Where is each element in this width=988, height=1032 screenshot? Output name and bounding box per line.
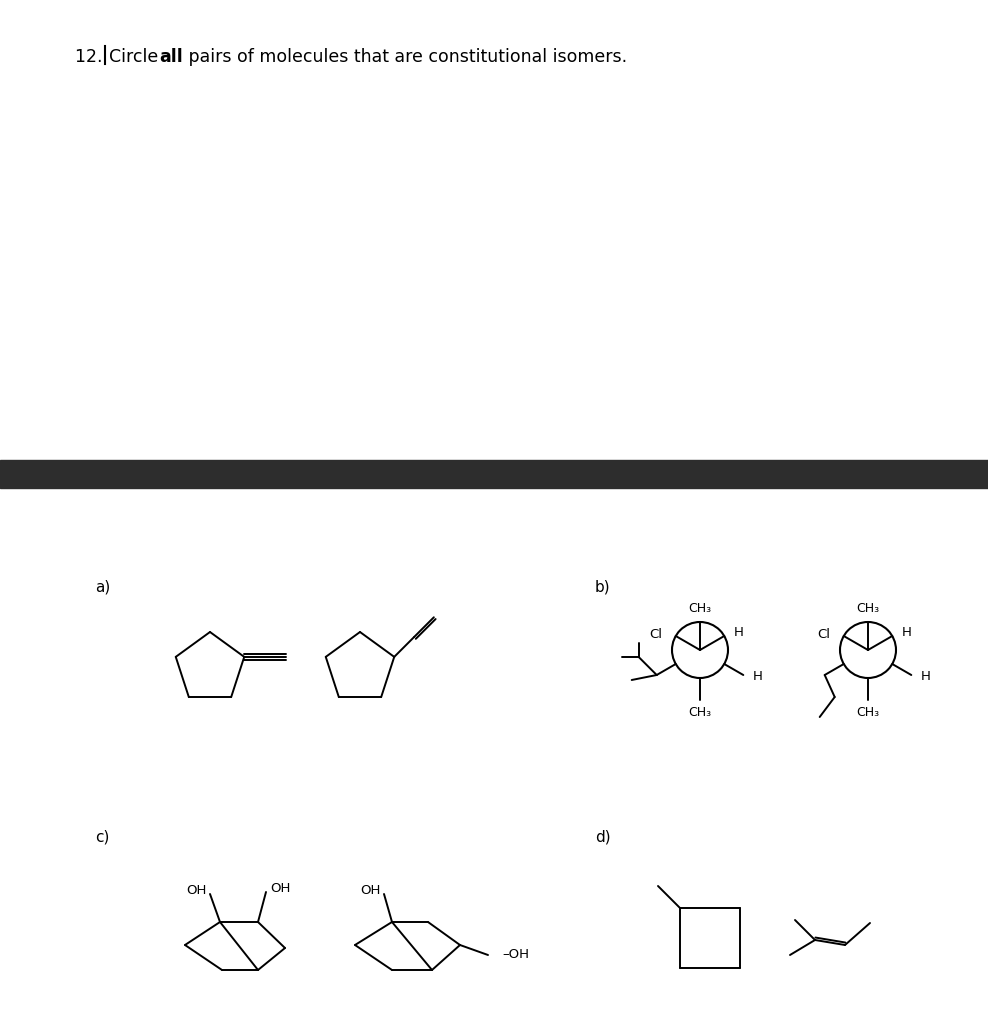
Text: H: H bbox=[920, 671, 930, 683]
Text: OH: OH bbox=[186, 884, 206, 898]
Text: b): b) bbox=[595, 580, 611, 595]
Text: H: H bbox=[752, 671, 762, 683]
Text: H: H bbox=[734, 626, 744, 640]
Text: all: all bbox=[159, 49, 183, 66]
Text: H: H bbox=[902, 626, 912, 640]
Text: a): a) bbox=[95, 580, 111, 595]
Text: Circle: Circle bbox=[109, 49, 164, 66]
Text: OH: OH bbox=[360, 884, 380, 898]
Text: CH₃: CH₃ bbox=[689, 603, 711, 615]
Text: CH₃: CH₃ bbox=[689, 706, 711, 718]
Text: 12.: 12. bbox=[75, 49, 108, 66]
Text: d): d) bbox=[595, 830, 611, 845]
Text: c): c) bbox=[95, 830, 110, 845]
Text: OH: OH bbox=[270, 882, 290, 896]
Text: CH₃: CH₃ bbox=[857, 603, 879, 615]
Text: Cl: Cl bbox=[817, 627, 830, 641]
Bar bbox=[0, 460, 988, 488]
Text: pairs of molecules that are constitutional isomers.: pairs of molecules that are constitution… bbox=[183, 49, 627, 66]
Text: CH₃: CH₃ bbox=[857, 706, 879, 718]
Text: Cl: Cl bbox=[649, 627, 662, 641]
Text: –OH: –OH bbox=[502, 948, 529, 962]
